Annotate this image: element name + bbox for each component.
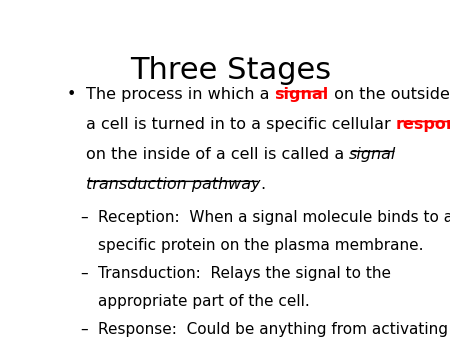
Text: on the inside of a cell is called a: on the inside of a cell is called a: [86, 147, 349, 162]
Text: .: .: [261, 177, 265, 192]
Text: Reception:  When a signal molecule binds to a: Reception: When a signal molecule binds …: [98, 210, 450, 225]
Text: appropriate part of the cell.: appropriate part of the cell.: [98, 294, 310, 309]
Text: specific protein on the plasma membrane.: specific protein on the plasma membrane.: [98, 238, 423, 253]
Text: •: •: [67, 88, 76, 102]
Text: –: –: [81, 322, 88, 337]
Text: response: response: [396, 117, 450, 132]
Text: transduction pathway: transduction pathway: [86, 177, 261, 192]
Text: –: –: [81, 210, 88, 225]
Text: Response:  Could be anything from activating a: Response: Could be anything from activat…: [98, 322, 450, 337]
Text: signal: signal: [274, 88, 329, 102]
Text: signal: signal: [349, 147, 396, 162]
Text: Three Stages: Three Stages: [130, 56, 331, 85]
Text: Transduction:  Relays the signal to the: Transduction: Relays the signal to the: [98, 266, 391, 281]
Text: The process in which a: The process in which a: [86, 88, 274, 102]
Text: a cell is turned in to a specific cellular: a cell is turned in to a specific cellul…: [86, 117, 396, 132]
Text: –: –: [81, 266, 88, 281]
Text: on the outside of: on the outside of: [329, 88, 450, 102]
